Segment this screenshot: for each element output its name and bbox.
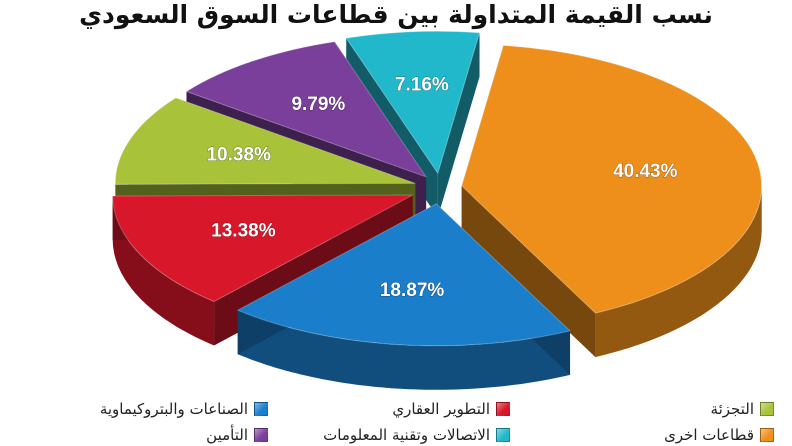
pie-slice-1 [236, 203, 572, 347]
legend-item-2: التطوير العقاري [392, 400, 510, 418]
legend-item-3: التجزئة [711, 400, 774, 418]
legend-label: التطوير العقاري [392, 400, 490, 418]
legend-swatch [496, 428, 510, 442]
chart-title: نسب القيمة المتداولة بين قطاعات السوق ال… [79, 0, 713, 29]
slice-data-label-1: 18.87% [380, 280, 445, 301]
legend-item-0: قطاعات اخرى [664, 426, 774, 444]
legend-swatch [760, 402, 774, 416]
legend-label: الصناعات والبتروكيماوية [99, 400, 248, 418]
slice-data-label-2: 13.38% [211, 221, 276, 242]
pie-slice-2 [112, 194, 413, 303]
slice-side-0 [595, 187, 762, 358]
legend-swatch [254, 402, 268, 416]
pie-slice-0 [461, 44, 763, 314]
slice-wall-5-1 [437, 32, 480, 218]
pie-slice-5 [345, 30, 481, 175]
pie-slice-4 [185, 41, 428, 178]
legend-swatch [496, 402, 510, 416]
slice-side-2 [112, 196, 215, 346]
legend-label: التأمين [206, 426, 248, 444]
legend-swatch [254, 428, 268, 442]
slice-side-1 [237, 310, 570, 390]
legend-label: الاتصالات وتقنية المعلومات [323, 426, 490, 444]
slice-data-label-0: 40.43% [613, 161, 678, 182]
slice-data-label-5: 7.16% [395, 75, 449, 96]
slice-data-label-4: 9.79% [291, 94, 345, 115]
legend-item-1: الصناعات والبتروكيماوية [100, 400, 268, 418]
slice-data-label-3: 10.38% [206, 145, 271, 166]
legend-item-4: التأمين [206, 426, 268, 444]
legend-swatch [760, 428, 774, 442]
legend-item-5: الاتصالات وتقنية المعلومات [323, 426, 510, 444]
legend-label: التجزئة [710, 400, 754, 418]
slice-wall-0-1 [461, 185, 596, 358]
legend-label: قطاعات اخرى [664, 426, 754, 444]
pie-slice-3 [114, 97, 416, 185]
